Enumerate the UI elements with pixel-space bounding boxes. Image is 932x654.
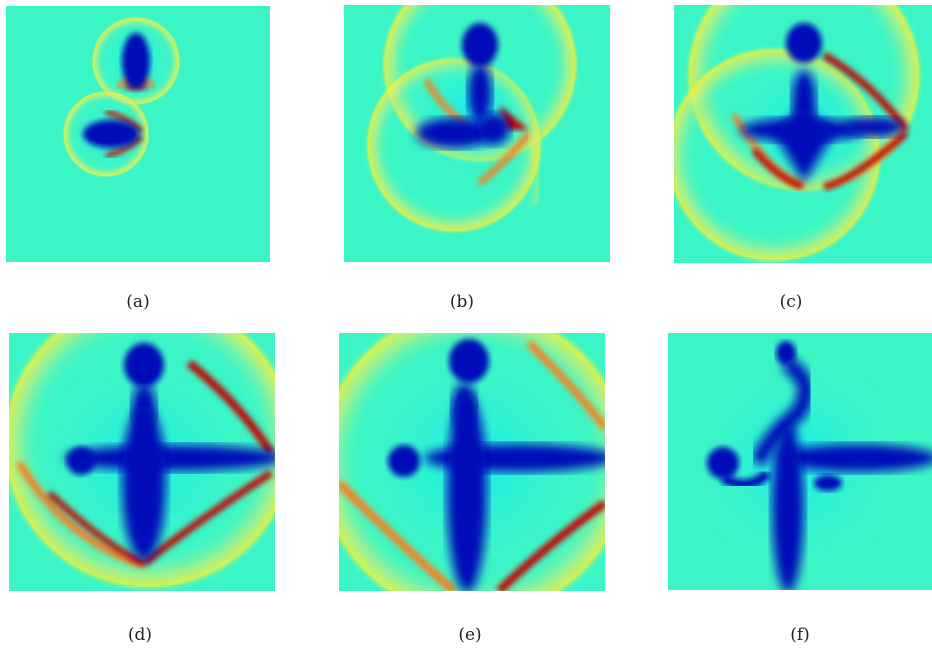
panel-a — [6, 6, 270, 262]
panel-f — [668, 333, 932, 590]
panel-c-image — [674, 5, 932, 263]
caption-c: (c) — [779, 292, 803, 312]
caption-f: (f) — [790, 625, 810, 645]
caption-a: (a) — [126, 292, 150, 312]
panel-d-image — [9, 333, 275, 591]
panel-d — [9, 333, 275, 591]
panel-e-image — [339, 333, 605, 591]
caption-e: (e) — [458, 625, 482, 645]
caption-b: (b) — [449, 292, 475, 312]
panel-a-image — [6, 6, 270, 262]
panel-c — [674, 5, 932, 263]
panel-f-image — [668, 333, 932, 590]
panel-b-image — [344, 5, 610, 262]
panel-e — [339, 333, 605, 591]
panel-b — [344, 5, 610, 262]
caption-d: (d) — [127, 625, 153, 645]
